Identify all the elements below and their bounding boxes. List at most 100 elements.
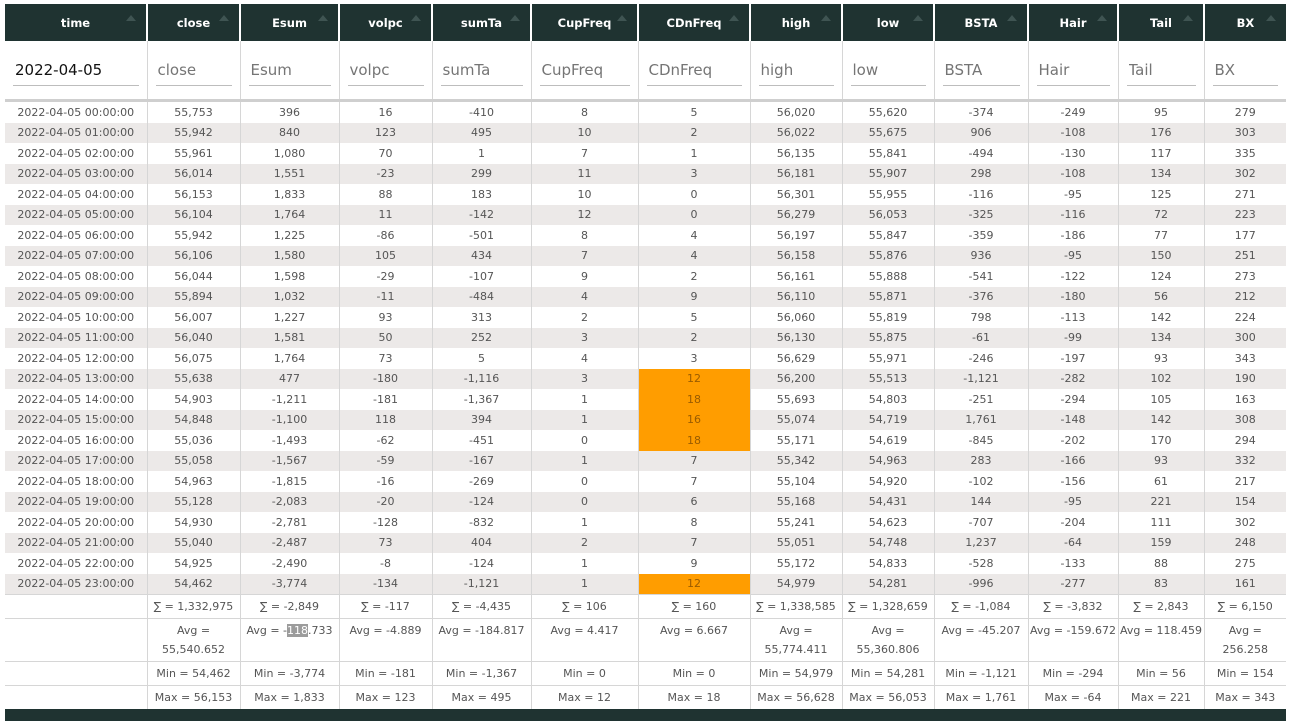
cell-close[interactable]: 54,963 (147, 471, 241, 492)
table-row[interactable]: 2022-04-05 20:00:00 54,930 -2,781 -128 -832 1… (5, 512, 1286, 533)
cell-volpc[interactable]: 93 (339, 307, 433, 328)
cell-close[interactable]: 56,040 (147, 327, 241, 348)
cell-time[interactable]: 2022-04-05 02:00:00 (5, 143, 148, 164)
cell-tail[interactable]: 142 (1118, 409, 1205, 430)
cell-bx[interactable]: 343 (1204, 348, 1286, 369)
cell-bsta[interactable]: -996 (934, 573, 1029, 595)
cell-time[interactable]: 2022-04-05 10:00:00 (5, 307, 148, 328)
cell-esum[interactable]: -1,493 (240, 430, 340, 451)
cell-esum[interactable]: 1,225 (240, 225, 340, 246)
cell-hair[interactable]: -197 (1028, 348, 1119, 369)
cell-hair[interactable]: -95 (1028, 491, 1119, 512)
cell-sumta[interactable]: 434 (432, 245, 532, 266)
cell-cdnfreq[interactable]: 18 (638, 430, 751, 451)
sort-arrow-icon[interactable] (126, 15, 136, 21)
cell-hair[interactable]: -95 (1028, 245, 1119, 266)
cell-sumta[interactable]: 183 (432, 184, 532, 205)
cell-volpc[interactable]: -29 (339, 266, 433, 287)
cell-high[interactable]: 55,168 (750, 491, 843, 512)
cell-close[interactable]: 56,104 (147, 204, 241, 225)
cell-time[interactable]: 2022-04-05 17:00:00 (5, 450, 148, 471)
cell-sumta[interactable]: 5 (432, 348, 532, 369)
table-row[interactable]: 2022-04-05 14:00:00 54,903 -1,211 -181 -1,36… (5, 389, 1286, 410)
cell-sumta[interactable]: 1 (432, 143, 532, 164)
filter-input-high[interactable] (758, 54, 834, 86)
cell-cupfreq[interactable]: 3 (531, 368, 639, 389)
cell-low[interactable]: 54,619 (842, 430, 935, 451)
filter-input-cupfreq[interactable] (539, 54, 630, 86)
cell-esum[interactable]: 1,580 (240, 245, 340, 266)
cell-bsta[interactable]: -374 (934, 100, 1029, 123)
cell-tail[interactable]: 134 (1118, 163, 1205, 184)
table-row[interactable]: 2022-04-05 02:00:00 55,961 1,080 70 1 7 1 56,13… (5, 143, 1286, 164)
cell-tail[interactable]: 176 (1118, 122, 1205, 143)
cell-esum[interactable]: -3,774 (240, 573, 340, 595)
cell-bx[interactable]: 212 (1204, 286, 1286, 307)
cell-volpc[interactable]: 105 (339, 245, 433, 266)
cell-bsta[interactable]: -541 (934, 266, 1029, 287)
column-header-bsta[interactable]: BSTA (934, 4, 1029, 41)
cell-hair[interactable]: -156 (1028, 471, 1119, 492)
cell-high[interactable]: 56,161 (750, 266, 843, 287)
cell-tail[interactable]: 159 (1118, 532, 1205, 553)
cell-low[interactable]: 55,513 (842, 368, 935, 389)
cell-cdnfreq[interactable]: 8 (638, 512, 751, 533)
cell-bx[interactable]: 294 (1204, 430, 1286, 451)
sort-arrow-icon[interactable] (729, 15, 739, 21)
cell-tail[interactable]: 56 (1118, 286, 1205, 307)
cell-cdnfreq[interactable]: 3 (638, 163, 751, 184)
table-row[interactable]: 2022-04-05 03:00:00 56,014 1,551 -23 299 11 3 5… (5, 163, 1286, 184)
cell-tail[interactable]: 142 (1118, 307, 1205, 328)
table-row[interactable]: 2022-04-05 07:00:00 56,106 1,580 105 434 7 4 56… (5, 245, 1286, 266)
cell-low[interactable]: 54,803 (842, 389, 935, 410)
cell-cupfreq[interactable]: 7 (531, 143, 639, 164)
cell-close[interactable]: 55,128 (147, 491, 241, 512)
cell-bx[interactable]: 302 (1204, 163, 1286, 184)
filter-input-bsta[interactable] (942, 54, 1020, 86)
cell-high[interactable]: 55,074 (750, 409, 843, 430)
cell-close[interactable]: 55,894 (147, 286, 241, 307)
filter-input-cdnfreq[interactable] (646, 54, 742, 86)
cell-low[interactable]: 54,281 (842, 573, 935, 595)
column-header-time[interactable]: time (5, 4, 148, 41)
cell-tail[interactable]: 134 (1118, 327, 1205, 348)
cell-time[interactable]: 2022-04-05 23:00:00 (5, 573, 148, 595)
cell-bx[interactable]: 300 (1204, 327, 1286, 348)
cell-low[interactable]: 55,819 (842, 307, 935, 328)
table-row[interactable]: 2022-04-05 23:00:00 54,462 -3,774 -134 -1,12… (5, 573, 1286, 595)
cell-close[interactable]: 55,058 (147, 450, 241, 471)
cell-cupfreq[interactable]: 12 (531, 204, 639, 225)
cell-bx[interactable]: 308 (1204, 409, 1286, 430)
cell-time[interactable]: 2022-04-05 04:00:00 (5, 184, 148, 205)
cell-cdnfreq[interactable]: 6 (638, 491, 751, 512)
cell-cdnfreq[interactable]: 5 (638, 100, 751, 123)
cell-sumta[interactable]: -1,116 (432, 368, 532, 389)
cell-bx[interactable]: 271 (1204, 184, 1286, 205)
cell-cdnfreq[interactable]: 12 (638, 573, 751, 595)
cell-tail[interactable]: 77 (1118, 225, 1205, 246)
cell-time[interactable]: 2022-04-05 03:00:00 (5, 163, 148, 184)
cell-time[interactable]: 2022-04-05 00:00:00 (5, 100, 148, 123)
cell-sumta[interactable]: 313 (432, 307, 532, 328)
cell-cupfreq[interactable]: 1 (531, 573, 639, 595)
cell-low[interactable]: 54,431 (842, 491, 935, 512)
cell-bsta[interactable]: -251 (934, 389, 1029, 410)
cell-volpc[interactable]: -128 (339, 512, 433, 533)
cell-cdnfreq[interactable]: 4 (638, 225, 751, 246)
cell-bsta[interactable]: -528 (934, 553, 1029, 574)
cell-low[interactable]: 55,841 (842, 143, 935, 164)
table-row[interactable]: 2022-04-05 08:00:00 56,044 1,598 -29 -107 9 2 5… (5, 266, 1286, 287)
cell-sumta[interactable]: 495 (432, 122, 532, 143)
cell-high[interactable]: 56,200 (750, 368, 843, 389)
cell-bx[interactable]: 154 (1204, 491, 1286, 512)
table-row[interactable]: 2022-04-05 16:00:00 55,036 -1,493 -62 -451 0 1… (5, 430, 1286, 451)
cell-bsta[interactable]: -246 (934, 348, 1029, 369)
cell-esum[interactable]: 477 (240, 368, 340, 389)
sort-arrow-icon[interactable] (411, 15, 421, 21)
column-header-bx[interactable]: BX (1204, 4, 1286, 41)
cell-tail[interactable]: 93 (1118, 348, 1205, 369)
cell-cupfreq[interactable]: 8 (531, 225, 639, 246)
cell-volpc[interactable]: 73 (339, 532, 433, 553)
cell-cdnfreq[interactable]: 12 (638, 368, 751, 389)
cell-hair[interactable]: -95 (1028, 184, 1119, 205)
